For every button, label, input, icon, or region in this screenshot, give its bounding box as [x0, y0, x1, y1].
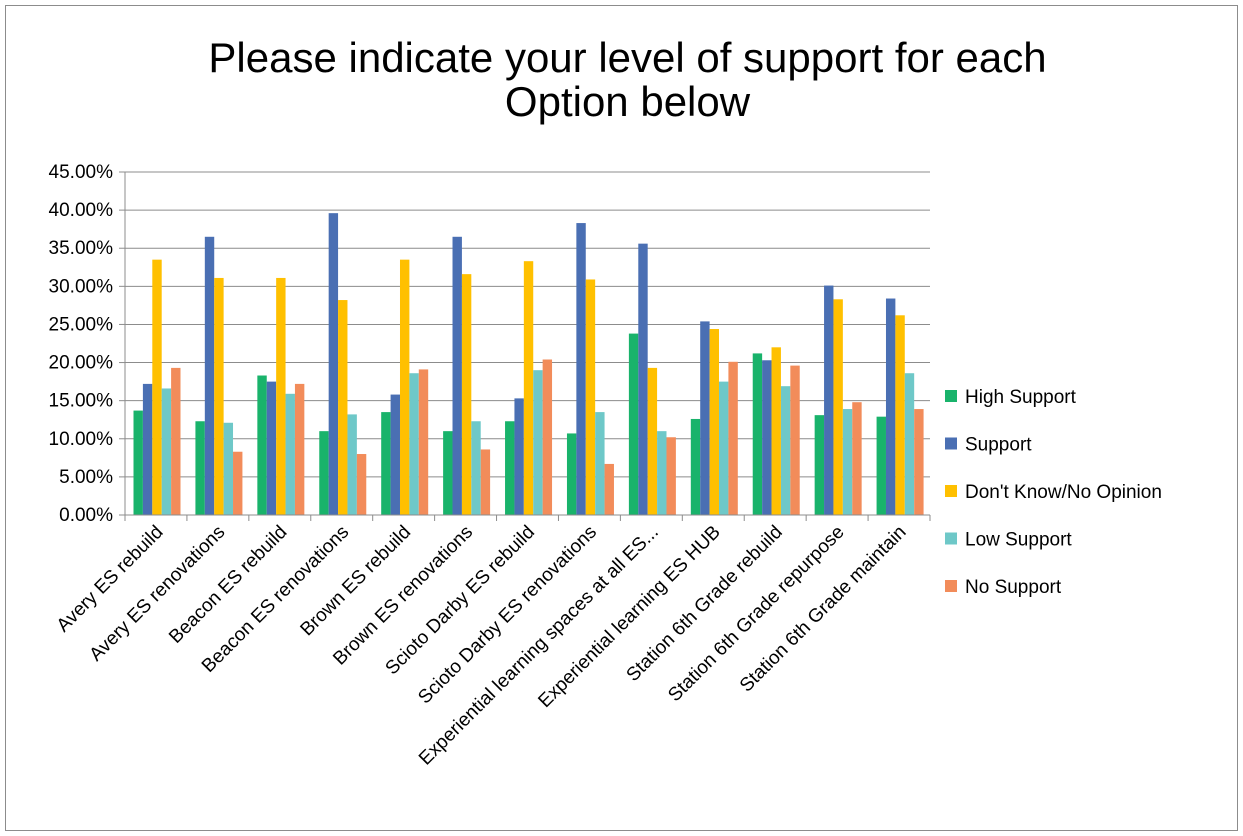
- bar-don-t-know-no-opinion: [399, 259, 410, 515]
- bar-support: [204, 236, 215, 516]
- legend-layer: High Support Support Don't Know/No Opinion…: [945, 387, 1162, 598]
- legend-label: Don't Know/No Opinion: [965, 482, 1162, 503]
- bar-high-support: [443, 431, 453, 515]
- bar-high-support: [876, 416, 886, 515]
- legend-swatch: [945, 485, 957, 497]
- bar-support: [266, 381, 277, 515]
- bar-support: [885, 298, 896, 515]
- bar-high-support: [505, 421, 515, 515]
- bar-low-support: [161, 388, 172, 515]
- bar-high-support: [133, 410, 143, 515]
- bar-support: [576, 223, 586, 515]
- bar-low-support: [533, 370, 543, 515]
- y-tick-label: 15.00%: [49, 391, 114, 412]
- bar-don-t-know-no-opinion: [895, 315, 905, 515]
- y-tick-label: 10.00%: [49, 429, 114, 450]
- bar-support: [328, 213, 339, 515]
- y-tick-label: 5.00%: [59, 467, 113, 488]
- bar-don-t-know-no-opinion: [647, 367, 658, 515]
- bar-support: [390, 394, 400, 515]
- y-tick-label: 40.00%: [49, 200, 114, 221]
- bar-no-support: [790, 365, 800, 515]
- bar-don-t-know-no-opinion: [523, 261, 534, 515]
- bar-low-support: [471, 421, 481, 515]
- bar-high-support: [257, 375, 267, 515]
- y-tick-label: 30.00%: [49, 276, 114, 297]
- bar-no-support: [604, 463, 614, 515]
- bar-don-t-know-no-opinion: [585, 279, 596, 515]
- bar-high-support: [752, 353, 763, 515]
- bar-support: [824, 285, 834, 515]
- chart-title: Please indicate your level of support fo…: [0, 36, 1243, 124]
- legend-swatch: [945, 532, 957, 545]
- bar-no-support: [480, 449, 491, 515]
- bar-high-support: [566, 433, 577, 515]
- bar-low-support: [780, 386, 791, 515]
- bar-high-support: [628, 333, 639, 515]
- bar-high-support: [690, 418, 701, 515]
- bar-don-t-know-no-opinion: [709, 329, 720, 515]
- bar-don-t-know-no-opinion: [771, 347, 781, 515]
- bar-low-support: [842, 409, 853, 515]
- bar-high-support: [814, 415, 825, 515]
- x-tick-label: Avery ES rebuild: [53, 522, 168, 637]
- bar-don-t-know-no-opinion: [152, 259, 162, 515]
- bars-layer: [133, 213, 924, 516]
- x-tick-label: Beacon ES rebuild: [165, 522, 291, 648]
- chart-title-line1: Please indicate your level of support fo…: [208, 34, 1047, 81]
- bar-support: [700, 321, 710, 515]
- bar-don-t-know-no-opinion: [214, 277, 224, 515]
- chart-title-line2: Option below: [504, 78, 751, 125]
- bar-no-support: [356, 454, 367, 515]
- legend-swatch: [945, 580, 957, 592]
- bar-low-support: [223, 422, 234, 515]
- y-tick-label: 25.00%: [49, 314, 114, 335]
- bar-no-support: [852, 402, 862, 515]
- bar-low-support: [719, 381, 729, 515]
- x-tick-label: Brown ES rebuild: [297, 522, 416, 641]
- bar-low-support: [347, 414, 357, 515]
- bar-no-support: [914, 409, 924, 515]
- bar-no-support: [728, 361, 738, 515]
- bar-support: [452, 236, 462, 516]
- bar-low-support: [657, 431, 667, 515]
- legend-label: Support: [965, 435, 1032, 456]
- bar-low-support: [595, 412, 605, 515]
- bar-low-support: [285, 393, 295, 515]
- y-tick-label: 35.00%: [49, 238, 114, 259]
- bar-high-support: [381, 412, 391, 515]
- bar-no-support: [418, 369, 429, 515]
- legend-swatch: [945, 390, 957, 402]
- bar-don-t-know-no-opinion: [276, 277, 286, 515]
- bar-don-t-know-no-opinion: [461, 274, 472, 515]
- bar-support: [638, 243, 648, 515]
- bar-support: [514, 398, 524, 515]
- bar-don-t-know-no-opinion: [338, 300, 348, 515]
- bar-no-support: [542, 359, 553, 515]
- bar-support: [762, 360, 772, 515]
- bar-no-support: [171, 367, 181, 515]
- bar-low-support: [904, 373, 915, 515]
- legend-swatch: [945, 437, 957, 450]
- bar-high-support: [195, 421, 205, 515]
- bar-low-support: [409, 373, 419, 515]
- y-tick-label: 45.00%: [49, 162, 114, 183]
- bar-no-support: [666, 437, 676, 515]
- bar-no-support: [233, 451, 243, 515]
- bar-high-support: [319, 431, 329, 515]
- y-tick-label: 0.00%: [59, 505, 113, 526]
- bar-no-support: [294, 383, 305, 515]
- legend-label: No Support: [965, 577, 1062, 598]
- legend-label: High Support: [965, 387, 1077, 408]
- legend-label: Low Support: [965, 530, 1072, 551]
- bar-don-t-know-no-opinion: [833, 299, 843, 515]
- y-tick-label: 20.00%: [49, 353, 114, 374]
- bar-support: [142, 383, 153, 515]
